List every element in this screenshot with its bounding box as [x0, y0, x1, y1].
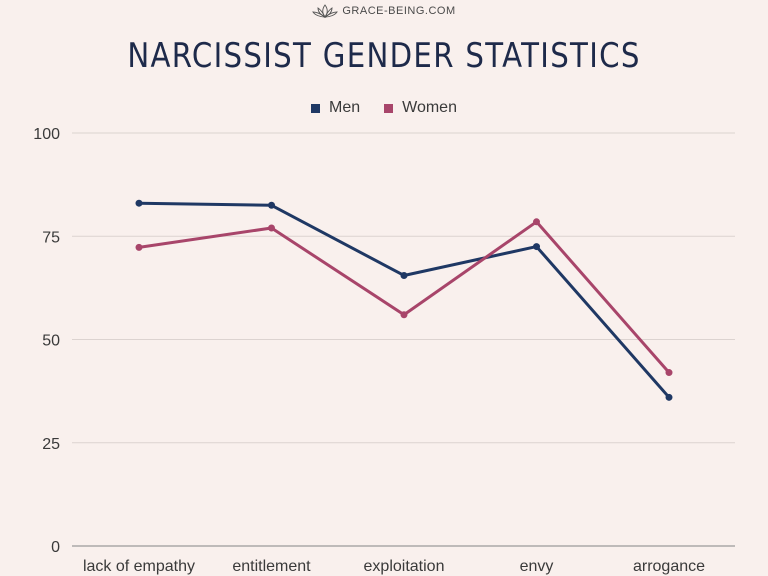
legend-swatch [384, 103, 394, 113]
legend-item[interactable]: Women [384, 99, 457, 117]
data-point[interactable] [400, 311, 408, 319]
x-tick-label: entitlement [232, 558, 311, 575]
legend-label: Men [329, 99, 361, 116]
x-axis-ticks: lack of empathy entitlement exploitation en… [83, 558, 705, 575]
y-axis-ticks: 0 25 50 75 100 [33, 126, 60, 556]
x-tick-label: exploitation [364, 558, 445, 575]
data-point[interactable] [665, 369, 673, 377]
x-tick-label: envy [520, 558, 554, 575]
brand-header: GRACE-BEING.COM [0, 2, 768, 20]
legend-label: Women [402, 99, 457, 116]
series-lines [135, 199, 673, 401]
legend-swatch [311, 103, 321, 113]
legend-item[interactable]: Men [311, 99, 360, 117]
chart-legend: Men Women [0, 97, 768, 119]
y-tick-label: 0 [51, 539, 60, 556]
chart-title: NARCISSIST GENDER STATISTICS [127, 36, 641, 76]
grid-lines [72, 132, 735, 547]
series-men [135, 199, 673, 401]
x-tick-label: arrogance [633, 558, 705, 575]
data-point[interactable] [135, 243, 143, 251]
data-point[interactable] [268, 224, 275, 232]
data-point[interactable] [268, 201, 275, 209]
y-tick-label: 75 [42, 229, 60, 246]
series-line [138, 220, 671, 374]
lotus-icon [312, 4, 339, 19]
y-tick-label: 50 [42, 333, 60, 350]
series-women [135, 218, 673, 377]
data-point[interactable] [533, 218, 540, 226]
data-point[interactable] [135, 199, 143, 207]
data-point[interactable] [400, 271, 408, 279]
y-tick-label: 25 [42, 436, 60, 453]
brand-name: GRACE-BEING.COM [342, 5, 456, 17]
x-tick-label: lack of empathy [83, 558, 195, 575]
y-tick-label: 100 [33, 126, 60, 143]
data-point[interactable] [665, 393, 673, 401]
data-point[interactable] [533, 243, 540, 251]
series-line [138, 201, 671, 399]
